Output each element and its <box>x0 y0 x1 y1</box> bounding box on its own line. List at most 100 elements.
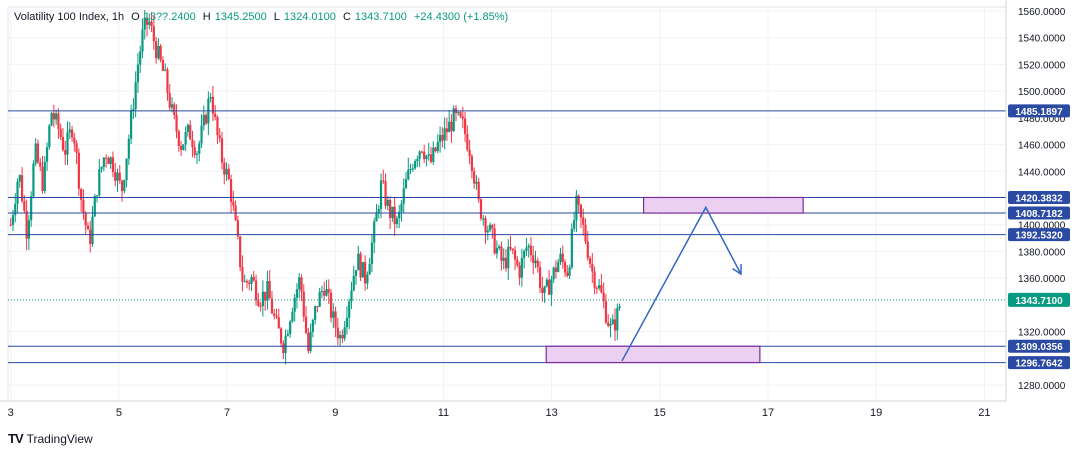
candle-body <box>404 179 408 189</box>
candle-body <box>529 245 533 256</box>
candle-body <box>111 157 115 173</box>
candle-body <box>39 162 42 167</box>
candle-body <box>91 216 94 245</box>
close-value: 1343.7100 <box>354 11 407 23</box>
candle-body <box>45 147 49 162</box>
candle-body <box>123 180 126 192</box>
candle-body <box>61 137 65 151</box>
candle-body <box>36 143 40 163</box>
candle-body <box>588 258 592 264</box>
candle-body <box>348 301 351 318</box>
candle-body <box>584 224 587 242</box>
x-tick-label: 7 <box>224 407 230 419</box>
candle-body <box>600 285 603 293</box>
brand-footer[interactable]: TV TradingView <box>8 431 93 446</box>
candle-body <box>130 110 133 139</box>
candle-body <box>50 113 53 126</box>
candle-body <box>264 291 267 301</box>
candle-body <box>18 175 21 182</box>
x-tick-label: 13 <box>546 407 558 419</box>
supply-demand-zone <box>642 196 804 214</box>
candle-body <box>613 319 617 331</box>
candle-body <box>407 169 410 180</box>
candle-body <box>370 242 374 264</box>
level-price-tag <box>1008 206 1070 220</box>
candle-body <box>409 168 412 170</box>
level-price-label: 1392.5320 <box>1015 231 1063 242</box>
tradingview-logo-icon: TV <box>8 431 24 446</box>
candle-body <box>257 300 260 306</box>
candle-body <box>459 112 462 117</box>
candle-body <box>16 181 19 204</box>
candle-body <box>618 306 621 309</box>
candle-body <box>393 206 396 225</box>
candle-body <box>302 291 305 317</box>
y-tick-label: 1380.0000 <box>1018 247 1066 258</box>
x-tick-label: 15 <box>654 407 666 419</box>
candle-body <box>48 125 51 148</box>
candle-body <box>118 172 121 181</box>
candle-body <box>239 236 242 268</box>
candle-body <box>311 319 314 332</box>
candle-body <box>11 215 15 225</box>
candle-body <box>470 156 473 172</box>
candle-body <box>204 115 208 124</box>
candle-body <box>341 334 344 339</box>
candle-body <box>164 69 167 71</box>
candle-body <box>186 124 190 132</box>
candle-body <box>384 181 387 206</box>
level-price-tag <box>1008 228 1070 242</box>
candle-body <box>157 45 160 59</box>
x-tick-label: 9 <box>332 407 338 419</box>
candle-body <box>327 288 330 293</box>
candle-body <box>366 274 369 284</box>
candle-body <box>114 172 117 181</box>
candle-body <box>57 113 60 129</box>
candle-body <box>561 253 564 263</box>
x-tick-label: 21 <box>978 407 990 419</box>
level-price-tag <box>1008 339 1070 353</box>
candle-body <box>566 272 569 276</box>
candle-body <box>120 180 124 192</box>
candle-body <box>368 263 371 275</box>
candle-body <box>373 221 376 243</box>
high-value: 1345.2500 <box>214 11 267 23</box>
candle-body <box>59 128 62 138</box>
level-price-label: 1485.1897 <box>1015 107 1063 118</box>
candle-body <box>189 124 192 140</box>
candle-body <box>482 218 485 220</box>
candle-body <box>64 150 67 155</box>
candle-body <box>386 200 389 206</box>
candle-body <box>552 267 555 280</box>
candle-body <box>402 188 405 204</box>
candle-body <box>70 129 74 138</box>
candle-body <box>268 281 271 299</box>
candle-body <box>586 241 589 259</box>
candle-body <box>616 308 619 331</box>
candle-body <box>318 291 321 307</box>
candle-body <box>541 288 544 293</box>
candle-body <box>468 149 471 157</box>
candle-body <box>109 157 112 164</box>
candle-body <box>504 257 508 269</box>
candle-body <box>611 319 614 325</box>
symbol-legend: Volatility 100 Index, 1h O 13??.2400 H 134… <box>14 11 512 23</box>
supply-demand-zone <box>545 345 761 364</box>
candle-body <box>389 200 392 218</box>
candle-body <box>377 208 380 213</box>
candle-body <box>563 262 567 273</box>
candle-body <box>132 109 135 111</box>
candle-body <box>177 131 180 146</box>
candle-body <box>211 96 215 114</box>
candle-body <box>329 292 333 318</box>
candle-body <box>261 291 264 307</box>
candle-body <box>509 246 512 249</box>
candle-body <box>345 317 349 328</box>
candle-body <box>495 248 498 254</box>
candle-body <box>582 217 585 225</box>
candle-body <box>295 289 299 298</box>
candle-body <box>89 229 92 245</box>
candle-body <box>179 145 183 150</box>
